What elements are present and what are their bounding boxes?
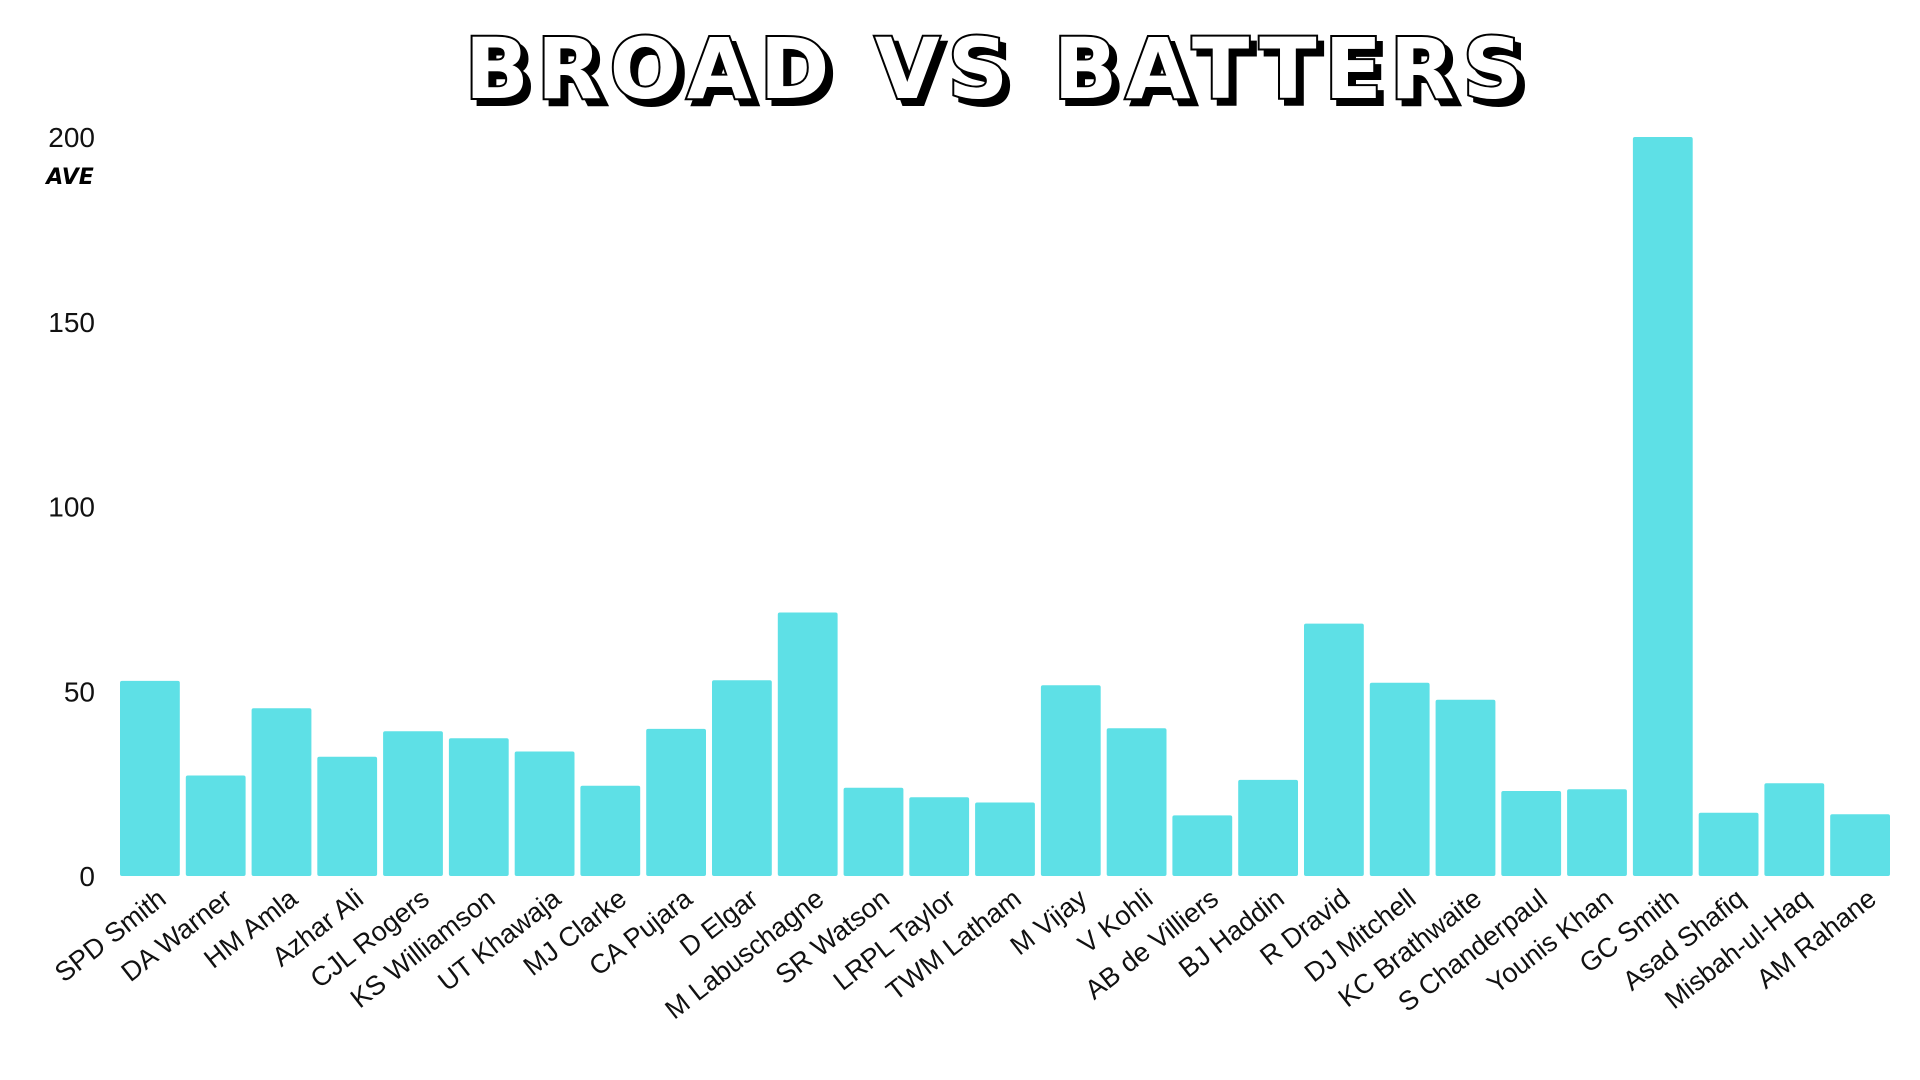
bar — [646, 728, 706, 876]
bar — [1106, 728, 1167, 876]
bar — [1369, 682, 1430, 876]
chart-title-shadow: BROAD VS BATTERS — [471, 26, 1537, 124]
bar — [1040, 685, 1101, 876]
bar — [580, 785, 641, 876]
bar — [120, 680, 180, 876]
y-axis-label: AVE — [44, 165, 94, 190]
y-tick-label: 0 — [79, 861, 95, 892]
bar — [1172, 815, 1233, 876]
x-tick-label: M Vijay — [1005, 883, 1093, 961]
y-tick-label: 100 — [48, 492, 95, 523]
bar — [1304, 623, 1364, 876]
bar — [185, 775, 246, 876]
bar — [1238, 779, 1298, 876]
bar — [1567, 789, 1627, 876]
bar — [843, 787, 904, 876]
bar — [1435, 699, 1496, 876]
bar — [712, 680, 772, 876]
bar — [448, 738, 509, 876]
bar — [777, 612, 838, 876]
bar — [975, 802, 1035, 876]
y-tick-label: 200 — [48, 122, 95, 153]
bar — [1501, 791, 1562, 876]
bar — [251, 708, 312, 876]
bar — [1698, 812, 1759, 876]
bar — [383, 731, 443, 876]
y-axis-ticks: 0 50 100 150 200 — [48, 122, 95, 892]
chart-title: BROAD VS BATTERS — [465, 20, 1531, 118]
bar — [909, 797, 970, 876]
bar — [1830, 814, 1890, 876]
bar — [1764, 783, 1825, 876]
bar — [514, 751, 575, 876]
y-tick-label: 50 — [64, 676, 95, 707]
y-tick-label: 150 — [48, 307, 95, 338]
bar — [1632, 137, 1693, 876]
bars — [120, 137, 1890, 876]
bar — [317, 756, 378, 876]
